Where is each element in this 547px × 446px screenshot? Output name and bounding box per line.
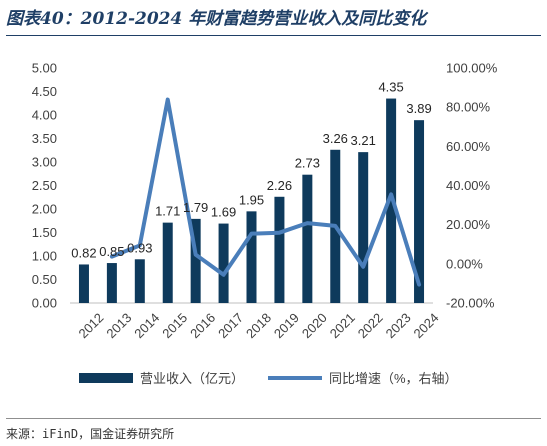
y-left-tick-label: 4.00 <box>32 108 57 123</box>
y-right-tick-label: 20.00% <box>446 217 491 232</box>
y-right-tick-label: 40.00% <box>446 178 491 193</box>
revenue-data-label: 0.82 <box>71 245 96 260</box>
x-tick-label: 2023 <box>383 310 414 341</box>
figure-title: 图表40：2012-2024 年财富趋势营业收入及同比变化 <box>6 9 427 29</box>
x-tick-label: 2012 <box>75 310 106 341</box>
revenue-bar <box>134 259 145 303</box>
x-tick-label: 2013 <box>103 310 134 341</box>
y-left-tick-label: 3.00 <box>32 155 57 170</box>
revenue-data-label: 4.35 <box>378 80 403 95</box>
y-left-tick-label: 3.50 <box>32 131 57 146</box>
revenue-data-label: 0.93 <box>127 240 152 255</box>
revenue-data-label: 3.89 <box>406 101 431 116</box>
revenue-data-label: 2.73 <box>295 156 320 171</box>
revenue-growth-chart: 0.00 0.50 1.00 1.50 2.00 2.50 3.00 3.50 4.00 4.50… <box>32 61 498 387</box>
revenue-data-label: 3.21 <box>351 133 376 148</box>
legend-bar-swatch <box>79 373 133 383</box>
revenue-bar <box>106 263 117 303</box>
source-note: 来源：iFinD，国金证券研究所 <box>6 427 175 441</box>
y-right-tick-label: 0.00% <box>446 256 483 271</box>
x-tick-label: 2017 <box>215 310 246 341</box>
y-right-tick-label: 60.00% <box>446 139 491 154</box>
revenue-data-label: 0.85 <box>99 244 124 259</box>
legend-growth-label: 同比增速（%，右轴） <box>329 371 458 386</box>
x-tick-label: 2015 <box>159 310 190 341</box>
y-left-tick-label: 2.00 <box>32 202 57 217</box>
revenue-bar <box>162 222 173 303</box>
revenue-bar <box>302 174 313 303</box>
legend-revenue-label: 营业收入（亿元） <box>140 371 244 386</box>
source-divider <box>6 418 541 419</box>
y-left-tick-label: 5.00 <box>32 61 57 76</box>
revenue-data-label: 3.26 <box>323 131 348 146</box>
revenue-bar <box>78 264 89 303</box>
x-tick-label: 2020 <box>299 310 330 341</box>
revenue-data-label: 1.95 <box>239 192 264 207</box>
revenue-bar <box>190 218 201 303</box>
revenue-data-label: 1.69 <box>211 205 236 220</box>
revenue-bar <box>414 120 425 303</box>
y-left-tick-label: 1.00 <box>32 249 57 264</box>
x-tick-label: 2019 <box>271 310 302 341</box>
revenue-bar <box>358 152 369 303</box>
revenue-bar <box>246 211 257 303</box>
y-right-tick-label: 80.00% <box>446 100 491 115</box>
title-divider <box>6 35 541 36</box>
y-left-tick-label: 4.50 <box>32 84 57 99</box>
growth-rate-line <box>109 97 422 287</box>
revenue-data-label: 1.79 <box>183 200 208 215</box>
revenue-data-label: 1.71 <box>155 204 180 219</box>
revenue-bar <box>274 196 285 303</box>
x-tick-label: 2022 <box>355 310 386 341</box>
y-left-tick-label: 0.00 <box>32 296 57 311</box>
y-left-tick-label: 1.50 <box>32 225 57 240</box>
x-tick-label: 2016 <box>187 310 218 341</box>
revenue-bar <box>218 223 229 303</box>
revenue-data-label: 2.26 <box>267 178 292 193</box>
y-right-tick-label: 100.00% <box>446 61 498 76</box>
y-right-tick-label: -20.00% <box>446 296 495 311</box>
y-left-tick-label: 2.50 <box>32 178 57 193</box>
x-tick-label: 2018 <box>243 310 274 341</box>
x-tick-label: 2024 <box>411 310 442 341</box>
x-tick-label: 2014 <box>131 310 162 341</box>
y-left-tick-label: 0.50 <box>32 272 57 287</box>
x-tick-label: 2021 <box>327 310 358 341</box>
